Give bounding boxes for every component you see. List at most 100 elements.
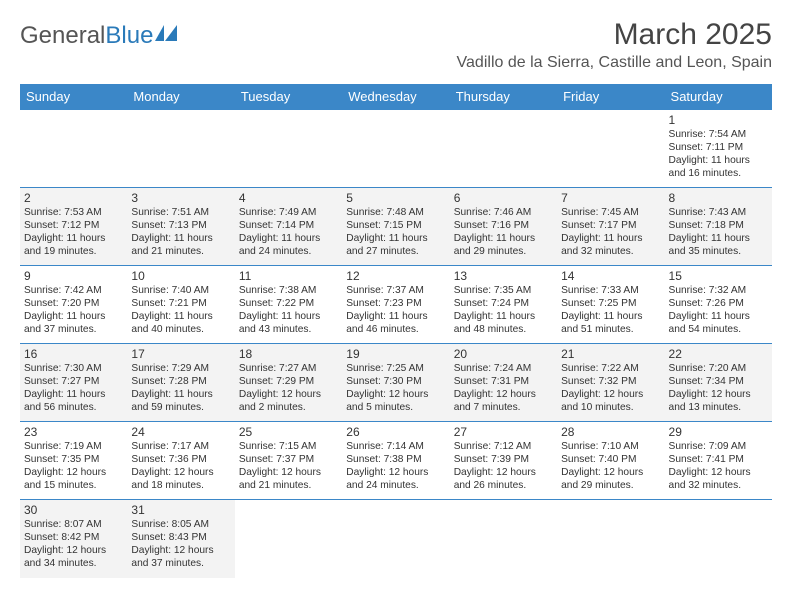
title-block: March 2025 Vadillo de la Sierra, Castill… <box>457 18 772 72</box>
day-info: Sunrise: 8:07 AMSunset: 8:42 PMDaylight:… <box>24 518 123 570</box>
day-number: 17 <box>131 347 230 361</box>
day-number: 4 <box>239 191 338 205</box>
sunset-text: Sunset: 7:41 PM <box>669 453 768 466</box>
daylight-text: Daylight: 12 hours and 34 minutes. <box>24 544 123 570</box>
calendar-cell: 9Sunrise: 7:42 AMSunset: 7:20 PMDaylight… <box>20 266 127 344</box>
day-info: Sunrise: 7:33 AMSunset: 7:25 PMDaylight:… <box>561 284 660 336</box>
sunrise-text: Sunrise: 7:19 AM <box>24 440 123 453</box>
day-number: 26 <box>346 425 445 439</box>
day-info: Sunrise: 7:29 AMSunset: 7:28 PMDaylight:… <box>131 362 230 414</box>
sunset-text: Sunset: 7:11 PM <box>669 141 768 154</box>
calendar-cell: 1Sunrise: 7:54 AMSunset: 7:11 PMDaylight… <box>665 110 772 188</box>
sunrise-text: Sunrise: 7:46 AM <box>454 206 553 219</box>
calendar-body: 1Sunrise: 7:54 AMSunset: 7:11 PMDaylight… <box>20 110 772 578</box>
day-info: Sunrise: 7:22 AMSunset: 7:32 PMDaylight:… <box>561 362 660 414</box>
calendar-cell: 23Sunrise: 7:19 AMSunset: 7:35 PMDayligh… <box>20 422 127 500</box>
sunset-text: Sunset: 7:34 PM <box>669 375 768 388</box>
calendar-cell: 24Sunrise: 7:17 AMSunset: 7:36 PMDayligh… <box>127 422 234 500</box>
sunrise-text: Sunrise: 7:51 AM <box>131 206 230 219</box>
sunset-text: Sunset: 7:39 PM <box>454 453 553 466</box>
day-number: 25 <box>239 425 338 439</box>
sunrise-text: Sunrise: 7:48 AM <box>346 206 445 219</box>
calendar-week-row: 30Sunrise: 8:07 AMSunset: 8:42 PMDayligh… <box>20 500 772 578</box>
calendar-cell: 13Sunrise: 7:35 AMSunset: 7:24 PMDayligh… <box>450 266 557 344</box>
calendar-cell: 7Sunrise: 7:45 AMSunset: 7:17 PMDaylight… <box>557 188 664 266</box>
calendar-cell: 14Sunrise: 7:33 AMSunset: 7:25 PMDayligh… <box>557 266 664 344</box>
calendar-cell: 27Sunrise: 7:12 AMSunset: 7:39 PMDayligh… <box>450 422 557 500</box>
day-number: 22 <box>669 347 768 361</box>
logo-text-blue: Blue <box>105 22 153 50</box>
day-number: 13 <box>454 269 553 283</box>
day-number: 31 <box>131 503 230 517</box>
sunrise-text: Sunrise: 7:27 AM <box>239 362 338 375</box>
sunrise-text: Sunrise: 7:12 AM <box>454 440 553 453</box>
sunrise-text: Sunrise: 7:29 AM <box>131 362 230 375</box>
day-info: Sunrise: 7:40 AMSunset: 7:21 PMDaylight:… <box>131 284 230 336</box>
day-info: Sunrise: 7:19 AMSunset: 7:35 PMDaylight:… <box>24 440 123 492</box>
sunrise-text: Sunrise: 7:15 AM <box>239 440 338 453</box>
daylight-text: Daylight: 12 hours and 5 minutes. <box>346 388 445 414</box>
sunrise-text: Sunrise: 7:35 AM <box>454 284 553 297</box>
weekday-header: Tuesday <box>235 84 342 110</box>
day-info: Sunrise: 7:43 AMSunset: 7:18 PMDaylight:… <box>669 206 768 258</box>
sunset-text: Sunset: 7:21 PM <box>131 297 230 310</box>
calendar-cell <box>557 500 664 578</box>
sunset-text: Sunset: 7:29 PM <box>239 375 338 388</box>
logo-text-general: General <box>20 22 105 50</box>
daylight-text: Daylight: 12 hours and 21 minutes. <box>239 466 338 492</box>
sunrise-text: Sunrise: 7:40 AM <box>131 284 230 297</box>
day-info: Sunrise: 7:35 AMSunset: 7:24 PMDaylight:… <box>454 284 553 336</box>
calendar-week-row: 23Sunrise: 7:19 AMSunset: 7:35 PMDayligh… <box>20 422 772 500</box>
day-number: 14 <box>561 269 660 283</box>
calendar-cell: 2Sunrise: 7:53 AMSunset: 7:12 PMDaylight… <box>20 188 127 266</box>
sunrise-text: Sunrise: 7:17 AM <box>131 440 230 453</box>
daylight-text: Daylight: 11 hours and 16 minutes. <box>669 154 768 180</box>
daylight-text: Daylight: 11 hours and 43 minutes. <box>239 310 338 336</box>
weekday-header: Sunday <box>20 84 127 110</box>
sunrise-text: Sunrise: 7:14 AM <box>346 440 445 453</box>
sunset-text: Sunset: 7:30 PM <box>346 375 445 388</box>
day-info: Sunrise: 7:49 AMSunset: 7:14 PMDaylight:… <box>239 206 338 258</box>
daylight-text: Daylight: 12 hours and 15 minutes. <box>24 466 123 492</box>
day-info: Sunrise: 7:09 AMSunset: 7:41 PMDaylight:… <box>669 440 768 492</box>
calendar-cell <box>557 110 664 188</box>
sunrise-text: Sunrise: 7:43 AM <box>669 206 768 219</box>
daylight-text: Daylight: 12 hours and 7 minutes. <box>454 388 553 414</box>
sunrise-text: Sunrise: 7:09 AM <box>669 440 768 453</box>
day-number: 8 <box>669 191 768 205</box>
day-number: 9 <box>24 269 123 283</box>
month-title: March 2025 <box>457 18 772 52</box>
day-info: Sunrise: 7:14 AMSunset: 7:38 PMDaylight:… <box>346 440 445 492</box>
calendar-cell: 4Sunrise: 7:49 AMSunset: 7:14 PMDaylight… <box>235 188 342 266</box>
day-number: 18 <box>239 347 338 361</box>
daylight-text: Daylight: 12 hours and 2 minutes. <box>239 388 338 414</box>
day-number: 10 <box>131 269 230 283</box>
sunrise-text: Sunrise: 7:22 AM <box>561 362 660 375</box>
daylight-text: Daylight: 12 hours and 24 minutes. <box>346 466 445 492</box>
calendar-cell: 22Sunrise: 7:20 AMSunset: 7:34 PMDayligh… <box>665 344 772 422</box>
calendar-cell: 17Sunrise: 7:29 AMSunset: 7:28 PMDayligh… <box>127 344 234 422</box>
location: Vadillo de la Sierra, Castille and Leon,… <box>457 54 772 72</box>
daylight-text: Daylight: 11 hours and 48 minutes. <box>454 310 553 336</box>
calendar-cell: 10Sunrise: 7:40 AMSunset: 7:21 PMDayligh… <box>127 266 234 344</box>
daylight-text: Daylight: 12 hours and 29 minutes. <box>561 466 660 492</box>
sunrise-text: Sunrise: 7:30 AM <box>24 362 123 375</box>
day-info: Sunrise: 7:42 AMSunset: 7:20 PMDaylight:… <box>24 284 123 336</box>
daylight-text: Daylight: 11 hours and 54 minutes. <box>669 310 768 336</box>
sunset-text: Sunset: 7:20 PM <box>24 297 123 310</box>
calendar-cell: 30Sunrise: 8:07 AMSunset: 8:42 PMDayligh… <box>20 500 127 578</box>
calendar-cell: 21Sunrise: 7:22 AMSunset: 7:32 PMDayligh… <box>557 344 664 422</box>
daylight-text: Daylight: 12 hours and 37 minutes. <box>131 544 230 570</box>
sunset-text: Sunset: 7:36 PM <box>131 453 230 466</box>
daylight-text: Daylight: 11 hours and 32 minutes. <box>561 232 660 258</box>
sunrise-text: Sunrise: 7:38 AM <box>239 284 338 297</box>
day-number: 19 <box>346 347 445 361</box>
calendar-cell <box>342 500 449 578</box>
day-number: 7 <box>561 191 660 205</box>
sunset-text: Sunset: 8:42 PM <box>24 531 123 544</box>
logo: GeneralBlue <box>20 22 181 50</box>
sunset-text: Sunset: 7:14 PM <box>239 219 338 232</box>
calendar-table: Sunday Monday Tuesday Wednesday Thursday… <box>20 84 772 578</box>
calendar-cell <box>450 110 557 188</box>
day-number: 11 <box>239 269 338 283</box>
